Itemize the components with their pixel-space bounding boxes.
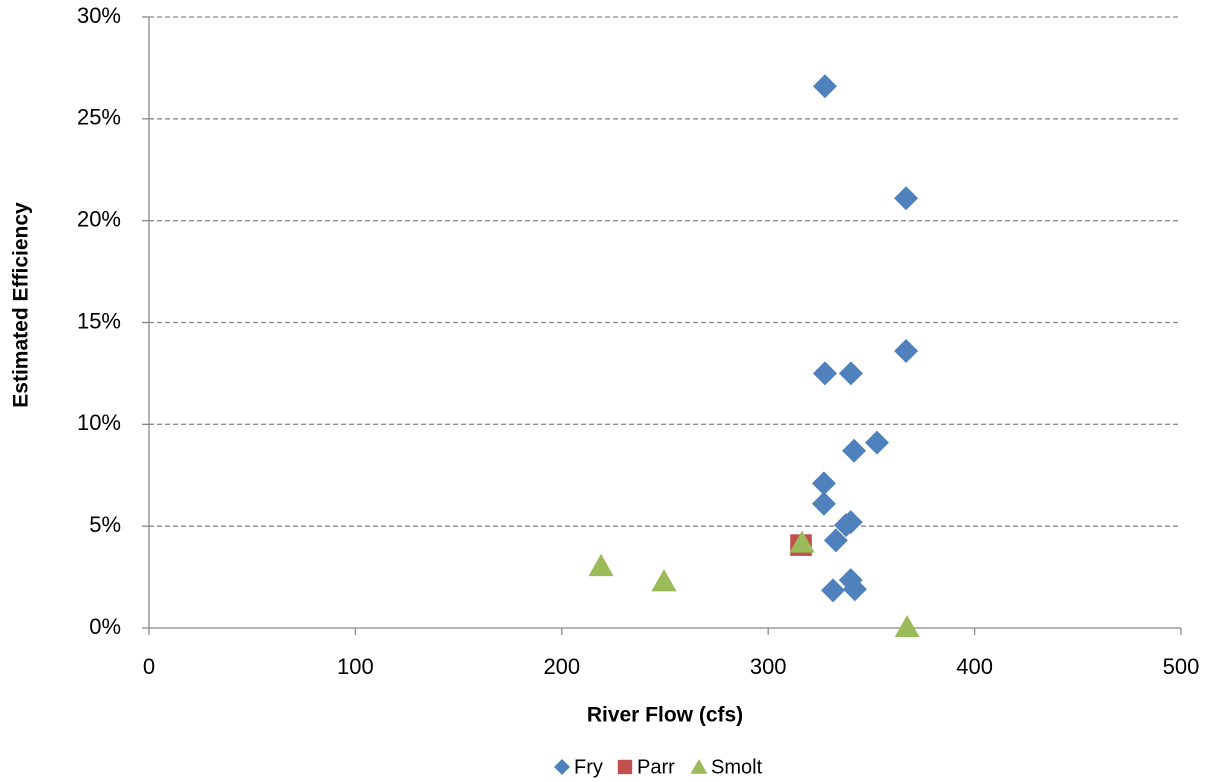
legend-marker <box>617 759 633 775</box>
point <box>789 530 815 553</box>
point <box>894 339 919 364</box>
y-tick-label: 10% <box>77 410 121 435</box>
point <box>811 471 836 496</box>
legend-label: Parr <box>637 756 675 778</box>
point <box>894 614 920 638</box>
point <box>811 491 836 516</box>
legend-label: Smolt <box>711 756 763 778</box>
point <box>838 361 863 386</box>
legend-marker <box>690 759 708 774</box>
legend-marker <box>554 759 570 775</box>
y-tick-label: 0% <box>89 614 121 639</box>
x-tick-label: 100 <box>337 654 374 679</box>
y-axis-title: Estimated Efficiency <box>10 202 33 408</box>
y-tick-label: 25% <box>77 105 121 130</box>
point <box>823 528 848 553</box>
x-tick-label: 400 <box>956 654 993 679</box>
point <box>588 553 614 577</box>
point <box>864 430 889 455</box>
point <box>812 74 837 99</box>
x-tick-label: 200 <box>543 654 580 679</box>
y-tick-label: 30% <box>77 3 121 28</box>
x-tick-label: 500 <box>1163 654 1200 679</box>
x-axis-title: River Flow (cfs) <box>587 704 743 727</box>
y-tick-label: 15% <box>77 308 121 333</box>
y-tick-label: 5% <box>89 512 121 537</box>
point <box>651 569 677 592</box>
point <box>812 361 837 386</box>
x-tick-label: 300 <box>750 654 787 679</box>
point <box>821 578 846 603</box>
x-tick-label: 0 <box>143 654 155 679</box>
y-tick-label: 20% <box>77 206 121 231</box>
point <box>894 186 919 211</box>
legend-label: Fry <box>574 756 603 778</box>
point <box>834 513 859 538</box>
point <box>842 577 867 602</box>
point <box>842 438 867 463</box>
